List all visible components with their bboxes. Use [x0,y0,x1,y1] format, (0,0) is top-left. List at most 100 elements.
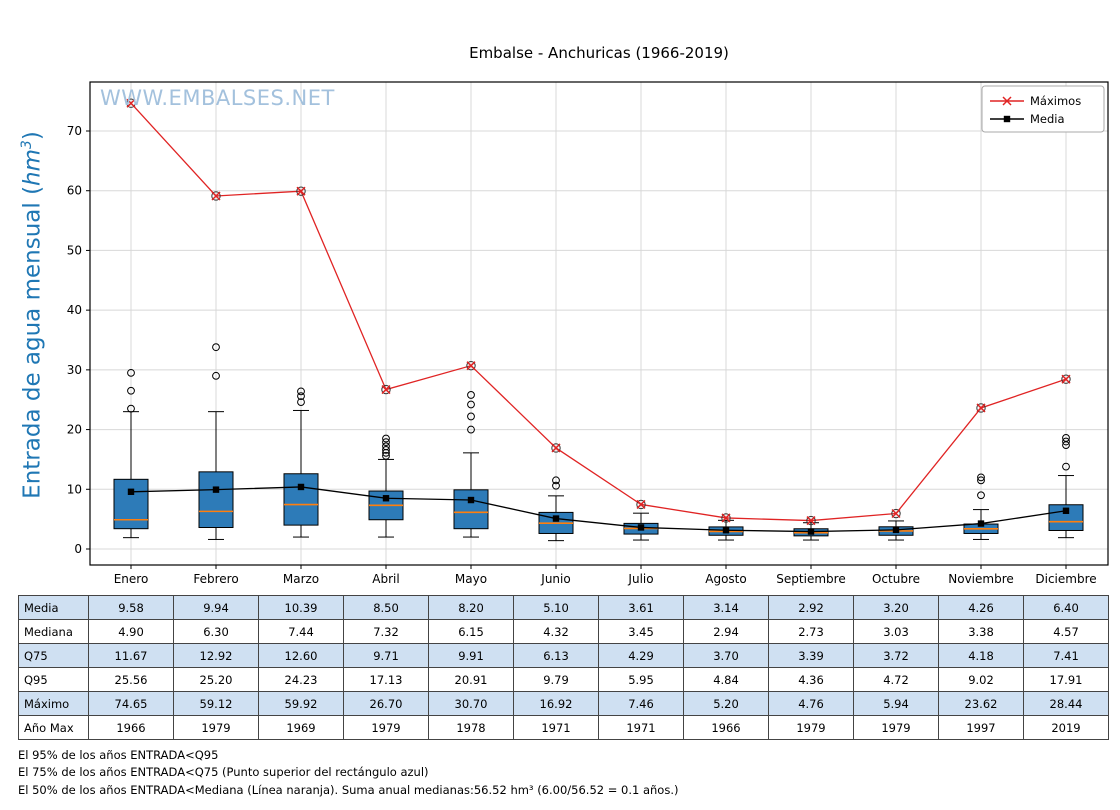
table-cell: 5.10 [513,595,599,620]
max-marker-x-icon [296,186,306,196]
outlier-icon [1062,437,1070,446]
outlier-icon [382,442,390,451]
table-cell: 17.91 [1023,667,1109,692]
footnote-mediana: El 50% de los años ENTRADA<Mediana (Líne… [18,782,679,797]
media-marker-icon [807,528,815,535]
table-row: Q75 11.67 12.92 12.60 9.71 9.91 6.13 4.29 3.70 3.… [18,643,1109,668]
table-cell: 1997 [938,715,1024,740]
table-cell: 25.56 [88,667,174,692]
table-row: Media 9.58 9.94 10.39 8.50 8.20 5.10 3.61 3.14 2.… [18,595,1109,620]
boxplot-chart: 0 10 20 30 40 50 60 70 Enero Febrero Marzo Abril May… [67,81,1109,586]
legend-media-label: Media [1030,112,1065,126]
table-row: Mediana 4.90 6.30 7.44 7.32 6.15 4.32 3.45 2.94 2… [18,619,1109,644]
plot-border [89,81,1109,566]
media-marker-icon [977,520,985,527]
media-marker-icon [722,527,730,534]
table-cell: 6.15 [428,619,514,644]
row-label: Q95 [18,667,89,692]
table-cell: 1978 [428,715,514,740]
y-tick-label: 10 [67,482,82,496]
table-cell: 1971 [598,715,684,740]
table-cell: 4.84 [683,667,769,692]
footnote-q95: El 95% de los años ENTRADA<Q95 [18,748,219,762]
table-cell: 6.40 [1023,595,1109,620]
outlier-icon [977,491,985,500]
table-cell: 1966 [88,715,174,740]
table-cell: 9.71 [343,643,429,668]
table-row: Año Max 1966 1979 1969 1979 1978 1971 1971 1966 1… [18,715,1109,740]
month-label: Julio [627,572,653,586]
table-cell: 24.23 [258,667,344,692]
table-cell: 1966 [683,715,769,740]
outlier-icon [467,391,475,399]
media-marker-icon [892,526,900,534]
max-marker-x-icon [551,443,561,453]
max-marker-circle-icon [211,191,221,201]
legend: Máximos Media [981,85,1105,133]
max-marker-x-icon [126,98,136,108]
outlier-icon [977,473,985,482]
y-tick-label: 40 [67,303,82,317]
iqr-box [283,473,319,526]
row-label: Media [18,595,89,620]
outlier-icon [212,343,220,352]
table-cell: 8.20 [428,595,514,620]
outlier-icon [382,438,390,447]
table-cell: 11.67 [88,643,174,668]
table-cell: 1969 [258,715,344,740]
axes: 0 10 20 30 40 50 60 70 Enero Febrero Marzo Abril May… [67,81,1109,586]
table-cell: 3.03 [853,619,939,644]
table-cell: 17.13 [343,667,429,692]
table-cell: 3.39 [768,643,854,668]
series [126,98,1071,535]
table-cell: 6.13 [513,643,599,668]
table-cell: 4.29 [598,643,684,668]
month-label: Junio [540,572,570,586]
y-tick-label: 20 [67,423,82,437]
table-cell: 7.32 [343,619,429,644]
media-marker-icon [212,486,220,493]
table-cell: 23.62 [938,691,1024,716]
month-label: Febrero [193,572,238,586]
table-cell: 4.36 [768,667,854,692]
outlier-icon [552,476,560,485]
table-cell: 7.44 [258,619,344,644]
outlier-icon [127,404,135,413]
y-tick-label: 70 [67,124,82,138]
table-row: Máximo 74.65 59.12 59.92 26.70 30.70 16.92 7.46… [18,691,1109,716]
legend-maximos-label: Máximos [1030,94,1081,108]
row-label: Año Max [18,715,89,740]
max-marker-x-icon [636,499,646,509]
max-marker-x-icon [721,513,731,523]
table-cell: 4.57 [1023,619,1109,644]
outlier-icon [297,398,305,407]
outlier-icon [297,392,305,401]
max-marker-circle-icon [636,499,646,510]
table-cell: 30.70 [428,691,514,716]
table-cell: 20.91 [428,667,514,692]
table-cell: 2.94 [683,619,769,644]
table-row: Q95 25.56 25.20 24.23 17.13 20.91 9.79 5.95 4.84… [18,667,1109,692]
max-marker-circle-icon [1061,374,1071,384]
month-label: Octubre [872,572,920,586]
outlier-icon [127,368,135,377]
table-cell: 3.45 [598,619,684,644]
outlier-icon [1062,462,1070,471]
table-cell: 1979 [768,715,854,740]
table-cell: 9.94 [173,595,259,620]
table-cell: 9.79 [513,667,599,692]
media-marker-icon [127,488,135,495]
outlier-icon [382,451,390,460]
month-label: Enero [114,572,149,586]
month-label: Marzo [283,572,319,586]
row-label: Q75 [18,643,89,668]
y-tick-label: 30 [67,363,82,377]
max-marker-circle-icon [381,384,391,395]
stats-table-wrap: Media 9.58 9.94 10.39 8.50 8.20 5.10 3.61 3.14 2.… [18,595,1109,740]
table-cell: 1979 [343,715,429,740]
table-cell: 74.65 [88,691,174,716]
table-cell: 3.20 [853,595,939,620]
table-cell: 8.50 [343,595,429,620]
table-cell: 10.39 [258,595,344,620]
table-cell: 28.44 [1023,691,1109,716]
